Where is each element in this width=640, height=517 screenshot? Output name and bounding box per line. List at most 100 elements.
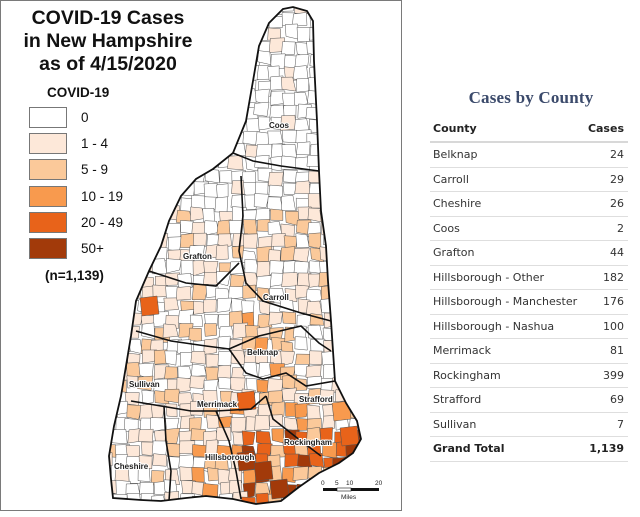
town-polygon	[178, 153, 195, 170]
town-polygon	[166, 154, 182, 169]
town-polygon	[294, 54, 310, 69]
town-polygon	[176, 377, 191, 393]
town-polygon	[346, 299, 361, 313]
town-polygon	[283, 169, 298, 184]
town-polygon	[162, 323, 179, 338]
town-polygon	[360, 352, 361, 368]
legend-swatch	[29, 185, 67, 207]
grand-total-row: Grand Total 1,139	[430, 436, 628, 462]
town-polygon	[358, 10, 361, 25]
town-polygon	[319, 492, 335, 504]
town-polygon	[348, 223, 361, 239]
town-polygon	[216, 219, 232, 235]
town-polygon	[359, 196, 361, 212]
table-row: Grafton 44	[430, 240, 628, 266]
town-polygon	[281, 195, 296, 211]
town-polygon	[109, 350, 115, 364]
town-polygon	[202, 207, 215, 223]
town-polygon	[179, 493, 196, 504]
town-polygon	[230, 416, 247, 433]
town-polygon	[168, 509, 182, 511]
column-header-cases: Cases	[583, 120, 628, 143]
town-polygon	[346, 235, 361, 250]
town-polygon	[139, 482, 154, 495]
town-polygon	[269, 260, 286, 275]
map-legend: COVID-19 0 1 - 4 5 - 9 10 - 19 20 - 49 50+ (n…	[29, 85, 159, 283]
town-polygon	[358, 402, 361, 418]
county-name-cell: Rockingham	[430, 363, 584, 388]
town-polygon	[332, 274, 347, 290]
town-polygon	[331, 158, 348, 172]
case-count-cell: 182	[583, 265, 628, 290]
town-polygon	[307, 193, 321, 209]
legend-label: 10 - 19	[81, 188, 124, 204]
town-polygon	[346, 376, 360, 393]
town-polygon	[244, 272, 259, 288]
town-polygon	[256, 7, 270, 15]
town-polygon	[163, 297, 179, 311]
town-polygon	[191, 102, 207, 116]
town-polygon	[294, 364, 309, 377]
town-polygon	[294, 336, 308, 351]
legend-row: 50+	[29, 235, 159, 261]
town-polygon	[204, 128, 221, 143]
town-polygon	[335, 364, 353, 379]
town-polygon	[323, 116, 339, 130]
town-polygon	[191, 221, 207, 235]
town-polygon	[165, 143, 181, 160]
town-polygon	[346, 81, 361, 97]
town-polygon	[362, 233, 375, 248]
town-polygon	[334, 195, 349, 211]
town-polygon	[255, 181, 269, 195]
town-polygon	[178, 104, 196, 118]
town-polygon	[308, 232, 322, 249]
town-polygon	[151, 440, 168, 456]
legend-rows: 0 1 - 4 5 - 9 10 - 19 20 - 49 50+	[29, 104, 159, 262]
town-polygon	[281, 7, 297, 12]
legend-row: 5 - 9	[29, 157, 159, 183]
town-polygon	[309, 350, 323, 366]
town-polygon	[324, 506, 339, 511]
town-polygon	[362, 430, 377, 444]
town-polygon	[335, 183, 350, 198]
town-polygon	[296, 141, 311, 156]
town-polygon	[217, 92, 234, 107]
town-polygon	[253, 193, 270, 208]
town-polygon	[243, 219, 258, 235]
town-polygon	[205, 353, 220, 368]
town-polygon	[253, 101, 270, 117]
town-polygon	[189, 375, 206, 389]
town-polygon	[166, 79, 180, 95]
town-polygon	[293, 247, 310, 263]
town-polygon	[360, 480, 361, 494]
town-polygon	[267, 390, 283, 404]
town-polygon	[113, 286, 128, 303]
town-polygon	[271, 7, 284, 16]
town-polygon	[360, 7, 361, 14]
town-polygon	[345, 315, 361, 329]
grand-total-value: 1,139	[583, 436, 628, 462]
town-polygon	[318, 271, 333, 288]
town-polygon	[320, 105, 335, 120]
town-polygon	[214, 456, 229, 472]
town-polygon	[217, 64, 232, 81]
map-title-line-1: COVID-19 Cases	[31, 7, 185, 29]
town-polygon	[347, 363, 361, 378]
town-polygon	[215, 244, 229, 260]
town-polygon	[101, 508, 115, 511]
town-polygon	[205, 366, 219, 382]
town-polygon	[320, 40, 335, 54]
town-polygon	[109, 324, 112, 338]
town-polygon	[176, 88, 192, 105]
town-polygon	[191, 157, 209, 172]
town-polygon	[331, 400, 352, 422]
town-polygon	[358, 120, 361, 135]
town-polygon	[320, 297, 335, 314]
town-polygon	[271, 232, 287, 247]
county-name-cell: Grafton	[430, 240, 584, 266]
town-polygon	[126, 404, 143, 420]
town-polygon	[333, 76, 349, 93]
town-polygon	[151, 404, 165, 420]
town-polygon	[206, 154, 219, 170]
town-polygon	[165, 403, 178, 418]
